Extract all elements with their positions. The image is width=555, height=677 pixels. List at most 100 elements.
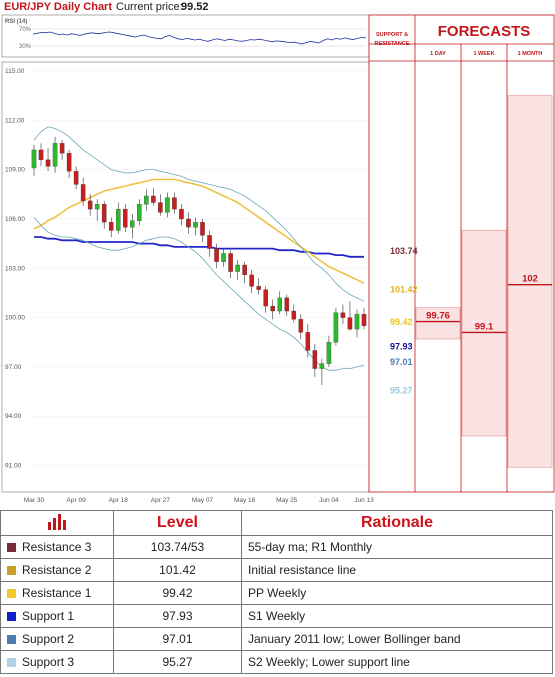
candle (45, 148, 51, 172)
y-tick-label: 97.00 (5, 364, 22, 371)
level-rationale-cell: 55-day ma; R1 Monthly (241, 535, 553, 559)
candle (221, 248, 226, 267)
candle (361, 307, 367, 330)
level-name-cell: Resistance 3 (0, 535, 114, 559)
candle (298, 314, 304, 339)
rsi-tick-70: 70% (19, 27, 32, 33)
level-label: 103.74 (390, 246, 418, 256)
candle (80, 177, 86, 206)
candle-body (200, 222, 205, 236)
level-name-cell: Support 3 (0, 650, 114, 674)
y-tick-label: 109.00 (5, 167, 25, 174)
candle (59, 140, 65, 160)
candle (87, 194, 93, 216)
candle-body (263, 289, 268, 307)
forecast-value: 99.76 (426, 311, 450, 322)
candle (354, 309, 360, 338)
price-panel: 115.00 112.00 109.00 106.00 103.00 100.00 97.0… (1, 61, 414, 504)
candle-body (87, 200, 93, 210)
candle (52, 136, 58, 173)
candle-body (221, 253, 226, 262)
chart-title: EUR/JPY Daily Chart (4, 1, 112, 13)
x-tick-label: Apr 09 (67, 497, 87, 504)
level-name-cell: Support 1 (0, 604, 114, 628)
candle (73, 166, 79, 190)
level-value-cell: 97.93 (113, 604, 242, 628)
candle-body (298, 319, 304, 333)
candle (291, 304, 297, 323)
candle (277, 291, 283, 315)
candle (115, 202, 121, 234)
candle (108, 217, 114, 238)
candle-body (172, 197, 177, 210)
level-name: Resistance 2 (22, 563, 92, 577)
candle (214, 243, 219, 269)
level-rationale-cell: PP Weekly (241, 581, 553, 605)
candle (31, 144, 37, 177)
x-tick-label: May 16 (234, 497, 256, 504)
rsi-panel: RSI (14) 70% 30% (1, 14, 370, 58)
candle (249, 269, 254, 293)
level-row: Resistance 2 101.42 Initial resistance lin… (0, 558, 553, 582)
forecast-col-1day: 1 DAY (430, 51, 446, 57)
eurjpy-chart: EUR/JPY Daily Chart Current price: 99.52… (1, 1, 555, 504)
rationale-column-header: Rationale (241, 510, 553, 536)
candle-body (186, 218, 191, 228)
candle-body (193, 222, 198, 228)
y-tick-label: 112.00 (5, 117, 25, 124)
forecast-range-2: 102 (507, 95, 553, 468)
level-name-cell: Resistance 2 (0, 558, 114, 582)
candle (101, 200, 107, 229)
level-color-swatch (7, 566, 16, 576)
level-row: Resistance 1 99.42 PP Weekly (0, 581, 553, 605)
level-rationale-cell: January 2011 low; Lower Bollinger band (241, 627, 553, 651)
sr-header-line2: RESISTANCE (374, 41, 409, 47)
candle-body (45, 159, 51, 167)
candle (130, 214, 135, 239)
candle (256, 278, 261, 295)
candle-body (312, 350, 318, 369)
y-tick-label: 103.00 (5, 265, 25, 272)
candle-body (270, 305, 275, 312)
candle (123, 204, 128, 233)
x-tick-label: May 07 (192, 497, 214, 504)
candle-body (361, 314, 367, 326)
candle (137, 199, 142, 226)
candle-body (59, 143, 65, 154)
forecasts-title: FORECASTS (438, 23, 531, 40)
level-name-cell: Support 2 (0, 627, 114, 651)
bar-chart-icon (0, 510, 114, 536)
candle-body (158, 202, 163, 213)
candle (305, 324, 311, 358)
candle-body (305, 332, 311, 351)
level-color-swatch (7, 658, 16, 668)
level-name: Resistance 3 (22, 540, 92, 554)
level-value-cell: 97.01 (113, 627, 242, 651)
candle-body (340, 312, 346, 318)
y-tick-label: 91.00 (5, 463, 22, 470)
candle-body (144, 195, 149, 205)
candle-body (31, 149, 37, 169)
level-row: Resistance 3 103.74/53 55-day ma; R1 Month… (0, 535, 553, 559)
level-value-cell: 95.27 (113, 650, 242, 674)
candle-body (277, 297, 283, 312)
forecast-range-1: 99.1 (461, 230, 507, 437)
levels-table: Level Rationale Resistance 3 103.74/53 55-… (0, 510, 553, 674)
candle-body (235, 264, 240, 272)
candle-body (179, 208, 184, 220)
y-tick-label: 100.00 (5, 315, 25, 322)
candle (242, 261, 247, 284)
candle (284, 294, 290, 316)
candle-body (115, 208, 121, 231)
candle (347, 301, 353, 331)
level-color-swatch (7, 635, 16, 645)
candle (165, 192, 170, 218)
x-tick-label: Apr 27 (151, 497, 171, 504)
level-row: Support 2 97.01 January 2011 low; Lower Bo… (0, 627, 553, 651)
forecast-value: 99.1 (475, 321, 494, 332)
candle-body (354, 314, 360, 330)
level-color-swatch (7, 589, 16, 599)
candle-body (249, 274, 254, 287)
level-name: Support 3 (22, 655, 75, 669)
level-value-cell: 103.74/53 (113, 535, 242, 559)
